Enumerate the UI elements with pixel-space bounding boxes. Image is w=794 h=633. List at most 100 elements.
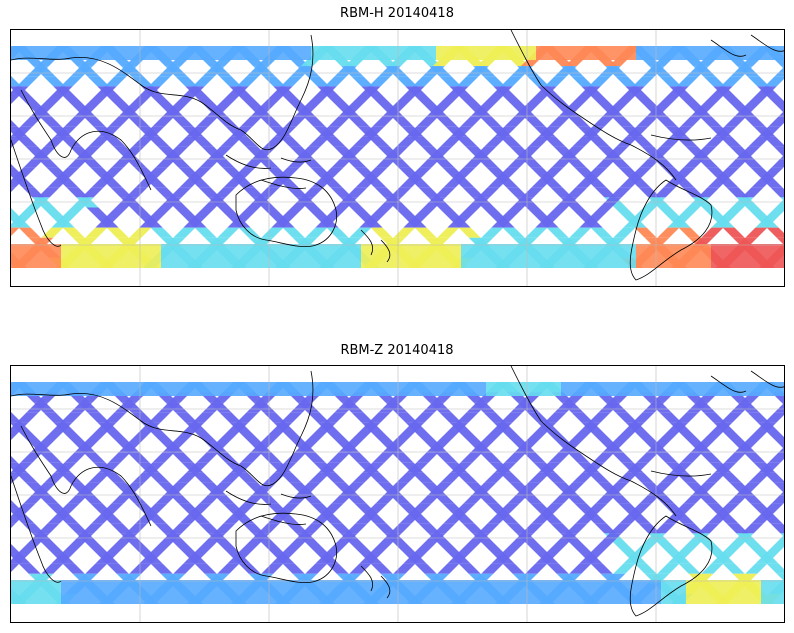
swath-segment	[501, 207, 524, 218]
swath-segment	[711, 217, 734, 228]
swath-band-top	[361, 46, 386, 60]
swath-segment	[259, 452, 282, 463]
swath-segment	[659, 412, 682, 423]
swath-segment	[463, 157, 486, 168]
swath-segment	[233, 503, 256, 514]
swath-segment	[657, 563, 680, 574]
swath-band-top	[211, 382, 236, 396]
swath-segment	[402, 86, 425, 97]
swath-band-top	[286, 46, 311, 60]
swath-band-top	[411, 46, 436, 60]
swath-segment	[470, 442, 493, 453]
swath-segment	[59, 472, 82, 483]
swath-segment	[250, 442, 273, 453]
swath-segment	[524, 432, 547, 443]
swath-segment	[550, 187, 573, 198]
swath-segment	[497, 167, 520, 178]
swath-segment	[166, 482, 189, 493]
swath-band-bottom	[636, 580, 661, 604]
swath-segment	[643, 197, 666, 208]
swath-segment	[544, 76, 567, 87]
swath-segment	[345, 187, 368, 198]
swath-segment	[372, 452, 395, 463]
swath-band-top	[661, 46, 686, 60]
swath-segment	[481, 563, 504, 574]
swath-segment	[738, 482, 761, 493]
swath-segment	[294, 442, 317, 453]
swath-segment	[223, 177, 246, 188]
swath-segment	[487, 513, 510, 524]
swath-band-top	[436, 46, 461, 60]
swath-segment	[589, 207, 612, 218]
swath-band-bottom	[511, 580, 536, 604]
swath-segment	[311, 177, 334, 188]
swath-segment	[571, 412, 594, 423]
swath-segment	[247, 197, 270, 208]
swath-segment	[369, 207, 392, 218]
swath-segment	[286, 523, 309, 534]
swath-segment	[565, 523, 588, 534]
swath-segment	[592, 452, 615, 463]
swath-segment	[318, 462, 341, 473]
swath-segment	[754, 422, 777, 433]
swath-segment	[439, 412, 462, 423]
swath-segment	[314, 422, 337, 433]
swath-segment	[155, 493, 178, 504]
swath-segment	[307, 412, 330, 423]
swath-segment	[612, 432, 635, 443]
swath-segment	[114, 66, 137, 77]
swath-segment	[389, 523, 412, 534]
swath-segment	[193, 207, 216, 218]
swath-band-bottom	[711, 244, 736, 268]
swath-segment	[567, 116, 590, 127]
swath-segment	[294, 106, 317, 117]
swath-segment	[650, 482, 673, 493]
swath-band-bottom	[286, 580, 311, 604]
swath-segment	[352, 472, 375, 483]
swath-segment	[436, 96, 459, 107]
swath-segment	[761, 167, 784, 178]
swath-segment	[23, 157, 46, 168]
swath-segment	[304, 432, 327, 443]
swath-segment	[523, 116, 546, 127]
swath-segment	[16, 76, 39, 87]
swath-segment	[86, 543, 109, 554]
swath-segment	[528, 136, 551, 147]
swath-band-bottom	[211, 244, 236, 268]
swath-segment	[411, 472, 434, 483]
swath-segment	[162, 442, 185, 453]
swath-band-top	[686, 46, 711, 60]
swath-segment	[612, 96, 635, 107]
swath-segment	[746, 207, 769, 218]
map-canvas-rbm-h	[11, 30, 784, 286]
swath-segment	[42, 543, 65, 554]
swath-segment	[686, 402, 709, 413]
swath-segment	[741, 523, 764, 534]
swath-segment	[631, 136, 654, 147]
swath-segment	[675, 472, 698, 483]
swath-segment	[578, 86, 601, 97]
swath-segment	[778, 446, 784, 453]
swath-segment	[676, 412, 699, 423]
swath-segment	[210, 482, 233, 493]
swath-segment	[41, 563, 64, 574]
swath-segment	[602, 106, 625, 117]
swath-segment	[767, 96, 784, 107]
swath-segment	[365, 167, 388, 178]
swath-segment	[281, 207, 304, 218]
swath-segment	[764, 76, 784, 87]
swath-segment	[467, 197, 490, 208]
swath-segment	[534, 86, 557, 97]
swath-segment	[298, 146, 321, 157]
swath-segment	[127, 452, 150, 463]
swath-segment	[470, 106, 493, 117]
swath-band-bottom	[586, 244, 611, 268]
swath-segment	[683, 493, 706, 504]
swath-segment	[758, 126, 781, 137]
swath-segment	[538, 126, 561, 137]
swath-segment	[330, 523, 353, 534]
swath-segment	[611, 452, 634, 463]
swath-segment	[270, 422, 293, 433]
swath-segment	[323, 136, 346, 147]
swath-segment	[260, 96, 283, 107]
